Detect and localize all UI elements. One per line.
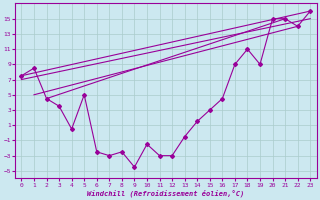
X-axis label: Windchill (Refroidissement éolien,°C): Windchill (Refroidissement éolien,°C) (87, 189, 244, 197)
